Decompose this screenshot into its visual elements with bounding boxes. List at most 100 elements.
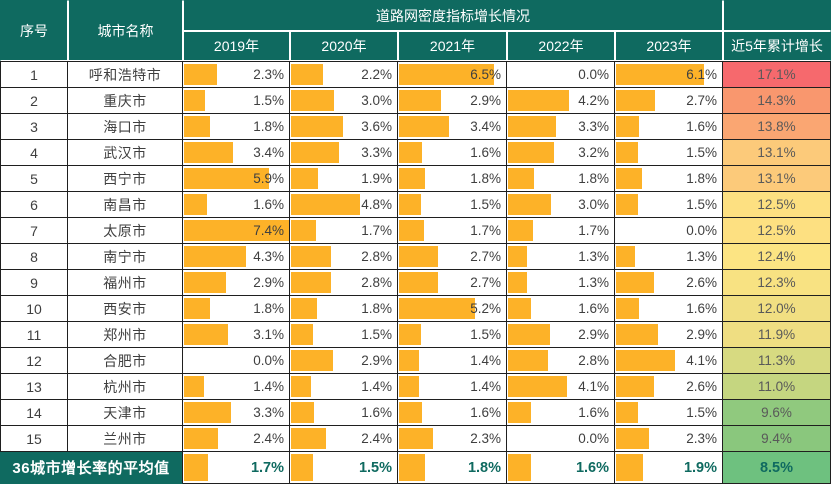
value-cell: 1.5% xyxy=(615,140,723,166)
row-number: 4 xyxy=(0,140,68,166)
value-label: 3.4% xyxy=(253,145,284,160)
value-label: 1.3% xyxy=(686,249,717,264)
city-name: 兰州市 xyxy=(68,426,183,452)
data-bar xyxy=(616,350,676,371)
value-label: 2.9% xyxy=(361,353,392,368)
value-label: 1.3% xyxy=(578,275,609,290)
value-label: 4.3% xyxy=(253,249,284,264)
data-bar xyxy=(184,246,246,267)
value-label: 2.4% xyxy=(253,431,284,446)
value-label: 2.7% xyxy=(470,275,501,290)
value-label: 4.2% xyxy=(578,93,609,108)
cumulative-cell: 13.1% xyxy=(723,140,831,166)
table-row: 11 郑州市 3.1% 1.5% 1.5% 2.9% 2.9% 11.9% xyxy=(0,322,831,348)
cumulative-cell: 11.9% xyxy=(723,322,831,348)
data-bar xyxy=(508,272,527,293)
table-row: 4 武汉市 3.4% 3.3% 1.6% 3.2% 1.5% 13.1% xyxy=(0,140,831,166)
value-label: 1.4% xyxy=(470,353,501,368)
city-name: 合肥市 xyxy=(68,348,183,374)
value-cell: 1.6% xyxy=(507,296,615,322)
data-bar xyxy=(616,246,635,267)
value-cell: 1.5% xyxy=(398,322,507,348)
data-bar xyxy=(291,402,315,423)
cumulative-cell: 12.3% xyxy=(723,270,831,296)
value-cell: 2.2% xyxy=(290,62,398,88)
value-label: 0.0% xyxy=(686,223,717,238)
header-cell-2023: 2023年 xyxy=(615,31,723,61)
data-bar xyxy=(184,402,232,423)
value-label: 2.4% xyxy=(361,431,392,446)
city-name: 西宁市 xyxy=(68,166,183,192)
row-number: 11 xyxy=(0,322,68,348)
data-bar xyxy=(616,324,658,345)
city-name: 武汉市 xyxy=(68,140,183,166)
row-number: 2 xyxy=(0,88,68,114)
table-row: 15 兰州市 2.4% 2.4% 2.3% 0.0% 2.3% 9.4% xyxy=(0,426,831,452)
row-number: 8 xyxy=(0,244,68,270)
data-bar xyxy=(616,376,654,397)
value-label: 7.4% xyxy=(253,223,284,238)
data-bar xyxy=(291,116,344,137)
value-label: 3.1% xyxy=(253,327,284,342)
city-name: 天津市 xyxy=(68,400,183,426)
value-label: 2.9% xyxy=(253,275,284,290)
value-label: 3.0% xyxy=(361,93,392,108)
value-cell: 1.8% xyxy=(507,166,615,192)
value-cell: 2.3% xyxy=(615,426,723,452)
value-label: 4.8% xyxy=(361,197,392,212)
data-bar xyxy=(399,142,423,163)
data-bar xyxy=(399,64,494,85)
cumulative-cell: 9.4% xyxy=(723,426,831,452)
value-cell: 1.6% xyxy=(507,452,615,484)
cumulative-cell: 12.4% xyxy=(723,244,831,270)
value-label: 2.9% xyxy=(578,327,609,342)
value-label: 0.0% xyxy=(578,67,609,82)
value-label: 1.6% xyxy=(578,301,609,316)
value-cell: 1.4% xyxy=(398,348,507,374)
value-cell: 2.3% xyxy=(398,426,507,452)
value-cell: 3.0% xyxy=(507,192,615,218)
value-cell: 1.6% xyxy=(398,400,507,426)
data-bar xyxy=(184,168,269,189)
value-label: 1.8% xyxy=(686,171,717,186)
value-cell: 0.0% xyxy=(507,62,615,88)
data-bar xyxy=(399,116,449,137)
value-label: 2.8% xyxy=(361,249,392,264)
value-label: 1.4% xyxy=(361,379,392,394)
data-bar xyxy=(616,64,705,85)
value-label: 3.6% xyxy=(361,119,392,134)
value-label: 1.3% xyxy=(578,249,609,264)
value-cell: 7.4% xyxy=(183,218,290,244)
value-cell: 4.1% xyxy=(615,348,723,374)
value-cell: 1.3% xyxy=(507,244,615,270)
data-bar xyxy=(291,454,313,481)
value-cell: 4.3% xyxy=(183,244,290,270)
data-bar xyxy=(399,350,420,371)
value-cell: 1.9% xyxy=(290,166,398,192)
value-cell: 3.2% xyxy=(507,140,615,166)
value-label: 3.3% xyxy=(361,145,392,160)
data-bar xyxy=(616,272,654,293)
value-cell: 1.6% xyxy=(615,114,723,140)
row-number: 12 xyxy=(0,348,68,374)
value-label: 3.2% xyxy=(578,145,609,160)
data-bar xyxy=(291,220,316,241)
value-label: 1.7% xyxy=(250,459,284,476)
data-bar xyxy=(508,116,556,137)
average-row: 36城市增长率的平均值 1.7% 1.5% 1.8% 1.6% 1.9% 8.5% xyxy=(0,452,831,484)
average-cumulative-cell: 8.5% xyxy=(723,452,831,484)
value-label: 1.5% xyxy=(358,459,392,476)
row-number: 6 xyxy=(0,192,68,218)
table-row: 2 重庆市 1.5% 3.0% 2.9% 4.2% 2.7% 14.3% xyxy=(0,88,831,114)
value-cell: 2.8% xyxy=(290,244,398,270)
value-cell: 6.5% xyxy=(398,62,507,88)
data-bar xyxy=(399,454,426,481)
value-label: 0.0% xyxy=(253,353,284,368)
data-bar xyxy=(184,376,205,397)
row-number: 7 xyxy=(0,218,68,244)
value-cell: 1.6% xyxy=(290,400,398,426)
value-cell: 1.6% xyxy=(615,296,723,322)
value-label: 1.8% xyxy=(578,171,609,186)
city-name: 呼和浩特市 xyxy=(68,62,183,88)
